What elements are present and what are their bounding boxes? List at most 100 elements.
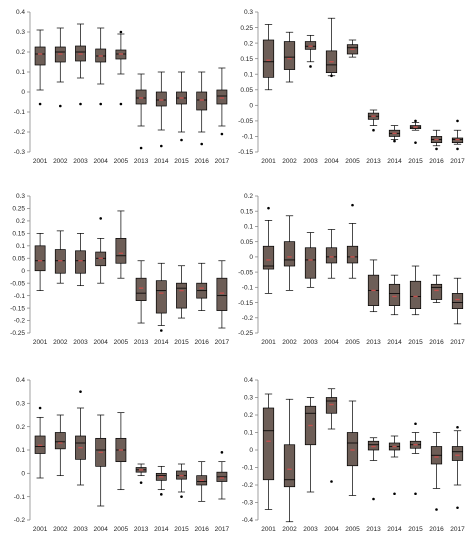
outlier-point bbox=[372, 497, 375, 501]
outlier-point bbox=[139, 481, 143, 484]
outlier-point bbox=[456, 506, 459, 510]
outlier-point bbox=[393, 492, 396, 496]
iqr-box bbox=[283, 444, 296, 488]
iqr-box bbox=[451, 293, 464, 309]
box-2001 bbox=[262, 393, 275, 510]
outlier-point bbox=[414, 422, 417, 426]
box-2017 bbox=[216, 67, 228, 136]
box-2005 bbox=[346, 400, 359, 496]
y-tick-label: 0.2 bbox=[244, 40, 253, 47]
box-2015 bbox=[176, 265, 187, 319]
y-tick-label: -0.1 bbox=[242, 465, 254, 472]
iqr-box bbox=[115, 237, 127, 264]
x-tick-label: 2015 bbox=[174, 339, 189, 346]
outlier-point bbox=[99, 217, 102, 220]
box-2015 bbox=[176, 463, 187, 498]
x-tick-label: 2003 bbox=[73, 339, 88, 346]
iqr-box bbox=[367, 440, 380, 451]
outlier-point bbox=[435, 147, 438, 151]
y-tick-label: 0.1 bbox=[16, 243, 25, 250]
box-2016 bbox=[430, 432, 443, 511]
outlier-point bbox=[267, 206, 270, 210]
x-tick-label: 2003 bbox=[303, 339, 318, 346]
iqr-box bbox=[34, 245, 46, 272]
outlier-point bbox=[160, 329, 163, 332]
y-tick-label: -0.4 bbox=[242, 517, 254, 524]
outlier-point bbox=[330, 480, 333, 483]
x-tick-label: 2005 bbox=[345, 526, 360, 533]
iqr-box bbox=[34, 46, 46, 66]
box-2004 bbox=[325, 17, 338, 78]
box-2004 bbox=[95, 217, 107, 284]
x-tick-label: 2005 bbox=[114, 158, 129, 165]
outlier-point bbox=[330, 74, 333, 78]
boxplot-panel-4: 0.2 0.15 0.1 0.05 0 -0.05 -0.1 -0.15 -0.2 -0.25 20… bbox=[238, 193, 465, 346]
x-tick-label: 2003 bbox=[303, 158, 318, 165]
outlier-point bbox=[119, 102, 123, 106]
x-tick-label: 2017 bbox=[215, 526, 230, 533]
y-tick-label: -0.3 bbox=[14, 149, 26, 156]
y-tick-label: -0.25 bbox=[238, 330, 253, 337]
y-tick-label: -0.3 bbox=[242, 500, 254, 507]
iqr-box bbox=[451, 137, 464, 144]
y-tick-label: 0.3 bbox=[16, 193, 25, 200]
x-tick-label: 2004 bbox=[324, 158, 339, 165]
y-tick-label: 0.1 bbox=[244, 71, 253, 78]
box-2013 bbox=[367, 259, 380, 313]
box-2013 bbox=[135, 463, 147, 484]
y-tick-label: 0.3 bbox=[16, 29, 25, 36]
y-tick-label: 0.25 bbox=[12, 206, 25, 213]
iqr-box bbox=[176, 282, 187, 309]
iqr-box bbox=[346, 245, 359, 264]
x-tick-label: 2003 bbox=[303, 526, 318, 533]
outlier-point bbox=[414, 119, 417, 123]
x-tick-label: 2005 bbox=[345, 339, 360, 346]
y-tick-label: 0.3 bbox=[244, 9, 253, 16]
outlier-point bbox=[139, 146, 143, 150]
outlier-point bbox=[119, 30, 123, 34]
box-2002 bbox=[54, 414, 66, 477]
iqr-box bbox=[430, 283, 443, 300]
iqr-box bbox=[216, 277, 228, 311]
x-tick-label: 2001 bbox=[33, 526, 48, 533]
outlier-point bbox=[59, 104, 62, 108]
box-2015 bbox=[176, 71, 187, 142]
x-tick-label: 2002 bbox=[282, 339, 297, 346]
y-tick-label: -0.1 bbox=[242, 134, 254, 141]
y-tick-label: 0.15 bbox=[240, 56, 253, 63]
iqr-box bbox=[409, 280, 422, 309]
box-2014 bbox=[155, 71, 167, 148]
box-2014 bbox=[388, 125, 401, 143]
y-tick-label: 0.15 bbox=[240, 208, 253, 215]
x-tick-label: 2004 bbox=[324, 339, 339, 346]
outlier-point bbox=[220, 451, 224, 454]
box-2016 bbox=[196, 461, 208, 502]
x-tick-label: 2004 bbox=[324, 526, 339, 533]
outlier-point bbox=[180, 495, 183, 498]
box-2001 bbox=[262, 24, 275, 91]
box-2002 bbox=[54, 27, 66, 108]
outlier-point bbox=[393, 139, 396, 143]
x-tick-label: 2015 bbox=[408, 526, 423, 533]
y-tick-label: 0.05 bbox=[240, 239, 253, 246]
outlier-point bbox=[456, 425, 459, 429]
box-2013 bbox=[367, 109, 380, 132]
iqr-box bbox=[283, 41, 296, 70]
box-2017 bbox=[216, 260, 228, 329]
x-tick-label: 2015 bbox=[408, 158, 423, 165]
box-2013 bbox=[135, 73, 147, 150]
outlier-point bbox=[38, 406, 42, 410]
box-2003 bbox=[304, 34, 317, 68]
x-tick-label: 2002 bbox=[53, 158, 68, 165]
iqr-box bbox=[325, 247, 338, 264]
box-2005 bbox=[115, 412, 127, 491]
iqr-box bbox=[283, 241, 296, 267]
x-tick-label: 2014 bbox=[154, 526, 169, 533]
x-tick-label: 2016 bbox=[429, 158, 444, 165]
y-tick-label: 0.2 bbox=[16, 49, 25, 56]
x-tick-label: 2017 bbox=[450, 526, 465, 533]
y-tick-label: 0.1 bbox=[16, 69, 25, 76]
y-tick-label: -0.25 bbox=[10, 330, 25, 337]
y-tick-label: -0.2 bbox=[14, 517, 26, 524]
